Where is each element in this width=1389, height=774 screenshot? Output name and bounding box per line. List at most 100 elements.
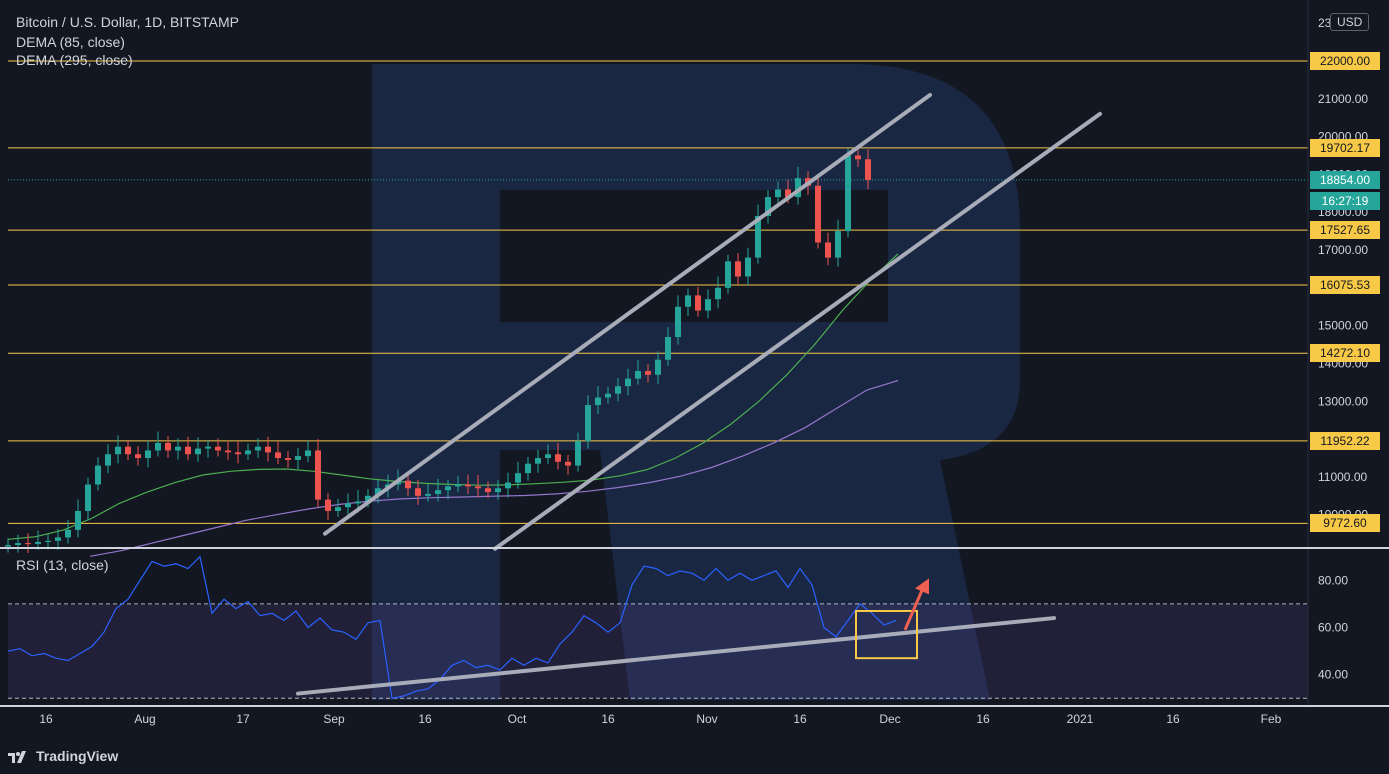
candle-body [635,371,641,379]
candle-body [315,450,321,500]
candle-body [835,231,841,258]
candle-body [255,446,261,451]
time-tick-label: Dec [879,712,900,726]
candle-body [215,446,221,451]
candle-body [565,461,571,466]
level-price-label: 16075.53 [1310,275,1380,294]
candle-body [655,359,661,375]
candle-body [375,488,381,496]
level-price-label: 17527.65 [1310,221,1380,240]
rsi-band-fill [8,603,1308,699]
candle-body [815,185,821,243]
bar-countdown-label: 16:27:19 [1310,191,1380,210]
candle-body [145,450,151,459]
candle-body [795,178,801,198]
time-tick-label: Sep [323,712,345,726]
price-tick-label: 13000.00 [1318,394,1368,408]
candle-body [175,446,181,451]
trend-channel-lines[interactable] [296,92,1102,696]
candlesticks [5,147,871,553]
tradingview-logo-icon [8,751,26,763]
candle-body [515,473,521,483]
rsi-tick-label: 80.00 [1318,573,1348,587]
candle-body [405,480,411,489]
candle-body [15,543,21,545]
dema295-line [89,379,899,557]
candle-body [555,454,561,462]
watermark-shape [372,64,1020,700]
candle-body [25,543,31,545]
time-tick-label: 16 [601,712,615,726]
candle-body [285,458,291,460]
candle-body [35,541,41,544]
candle-body [505,482,511,489]
channel-upper-line [323,92,932,536]
candle-body [125,446,131,455]
rsi-support-line [296,616,1056,696]
price-tick-label: 17000.00 [1318,243,1368,257]
candle-body [445,486,451,491]
tradingview-brand[interactable]: TradingView [8,748,118,764]
candle-body [605,393,611,398]
rsi-tick-label: 60.00 [1318,621,1348,635]
broker-logo-watermark [372,64,1020,700]
candle-body [295,456,301,460]
candle-body [85,484,91,511]
time-tick-label: 16 [418,712,432,726]
candle-body [695,295,701,311]
price-tick-label: 15000.00 [1318,319,1368,333]
candle-body [715,287,721,300]
level-price-label: 19702.17 [1310,138,1380,157]
candle-body [425,493,431,496]
price-tick-label: 11000.00 [1318,470,1367,484]
candle-body [365,495,371,502]
rsi-legend[interactable]: RSI (13, close) [16,557,109,573]
chart-title: Bitcoin / U.S. Dollar, 1D, BITSTAMP [16,14,240,30]
candle-body [135,454,141,459]
candle-body [415,488,421,496]
candle-body [435,490,441,494]
candle-body [785,189,791,198]
candle-body [75,510,81,530]
level-price-label: 22000.00 [1310,51,1380,70]
dema85-line [7,253,899,540]
candle-body [575,441,581,466]
candle-body [355,501,361,504]
candle-body [845,155,851,232]
candle-body [725,261,731,288]
candle-body [625,378,631,387]
candle-body [115,446,121,455]
candle-body [155,442,161,451]
up-arrow-head [915,578,929,595]
dema295-legend[interactable]: DEMA (295, close) [16,52,133,68]
current-price-label: 18854.00 [1310,170,1380,189]
candle-body [275,452,281,459]
candle-body [525,463,531,474]
candle-body [335,507,341,511]
candle-body [825,242,831,258]
candle-body [615,386,621,394]
candle-body [595,397,601,406]
candle-body [45,540,51,542]
rsi-line [7,555,897,700]
candle-body [305,450,311,457]
candle-body [485,488,491,493]
time-tick-label: 16 [1166,712,1180,726]
candle-body [735,261,741,277]
up-arrow-shaft [903,589,924,631]
level-price-label: 14272.10 [1310,344,1380,363]
candle-body [235,452,241,455]
candle-body [755,215,761,258]
candle-body [535,458,541,464]
time-tick-label: 17 [236,712,250,726]
candle-body [65,529,71,538]
candle-body [645,371,651,375]
candle-body [475,486,481,489]
currency-badge[interactable]: USD [1330,13,1370,31]
candle-body [265,446,271,453]
candle-body [545,454,551,459]
candle-body [55,537,61,541]
candle-body [185,446,191,455]
dema85-legend[interactable]: DEMA (85, close) [16,34,125,50]
